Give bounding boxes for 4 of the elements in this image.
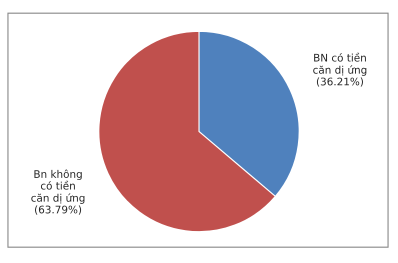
slice-label: Bn không có tiền căn dị ứng [31, 169, 84, 204]
data-label: (36.21%) [316, 77, 363, 87]
data-label: (63.79%) [35, 205, 82, 215]
slice-label: BN có tiền căn dị ứng [313, 52, 366, 76]
